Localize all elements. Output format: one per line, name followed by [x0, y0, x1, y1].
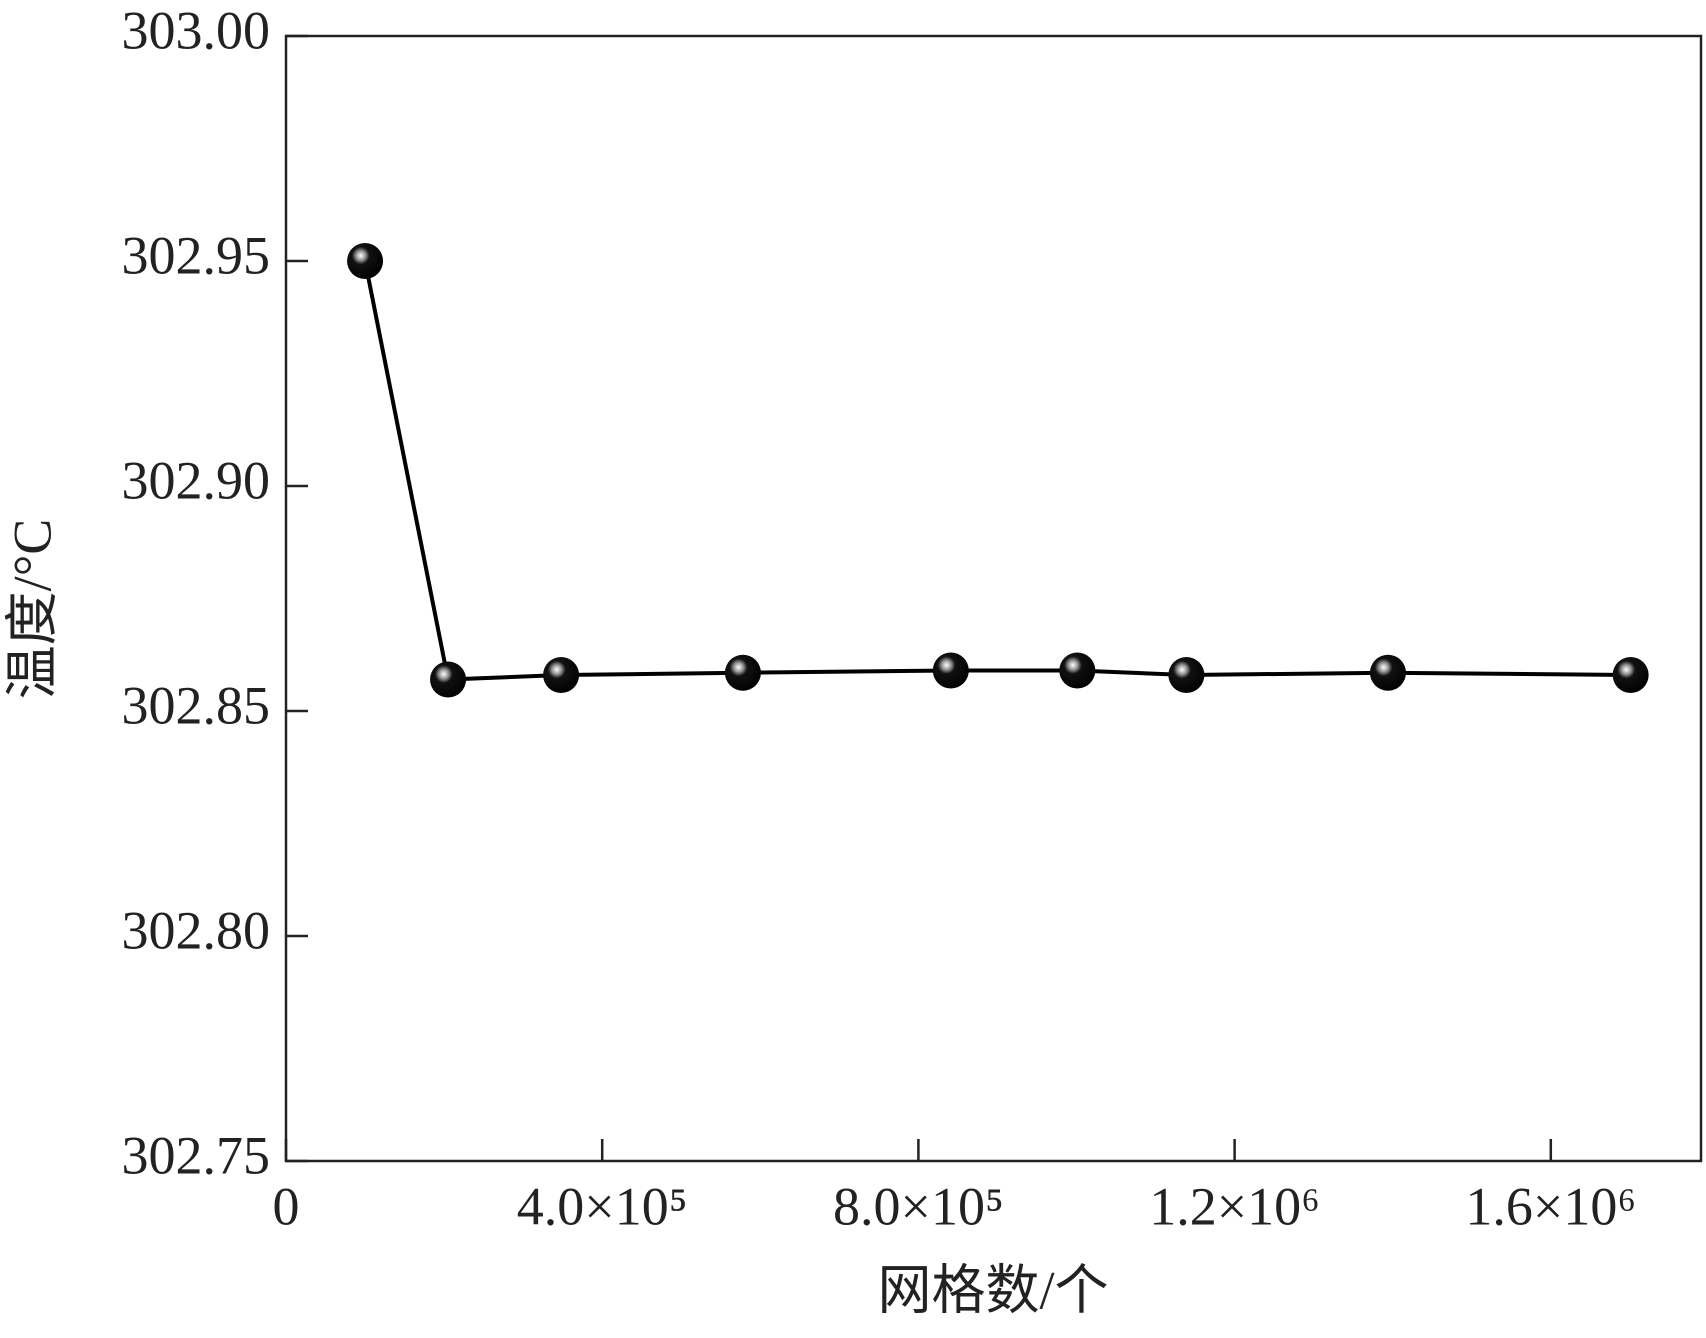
- x-tick-label: 0: [273, 1176, 300, 1236]
- data-point: [347, 243, 384, 279]
- data-point: [430, 661, 467, 698]
- y-tick-label: 302.90: [122, 450, 271, 510]
- data-point: [932, 652, 969, 689]
- x-tick-label: 4.0×10⁵: [517, 1176, 688, 1236]
- data-point: [543, 657, 580, 693]
- y-tick-label: 302.95: [122, 225, 271, 285]
- data-point: [1059, 652, 1096, 689]
- data-point: [1369, 654, 1406, 691]
- y-tick-label: 302.85: [122, 675, 271, 735]
- x-tick-label: 8.0×10⁵: [833, 1176, 1004, 1236]
- y-tick-label: 303.00: [122, 0, 271, 60]
- y-tick-label: 302.75: [122, 1125, 271, 1185]
- x-tick-label: 1.2×10⁶: [1149, 1176, 1320, 1236]
- data-point: [1168, 657, 1205, 693]
- x-tick-label: 1.6×10⁶: [1465, 1176, 1636, 1236]
- plot-frame: [284, 34, 1703, 1163]
- data-line: [363, 260, 1631, 682]
- x-axis-label: 网格数/个: [877, 1260, 1108, 1320]
- data-point: [1612, 657, 1649, 693]
- y-axis-label: 温度/°C: [2, 519, 62, 700]
- y-tick-label: 302.80: [122, 900, 271, 960]
- data-point: [724, 654, 761, 691]
